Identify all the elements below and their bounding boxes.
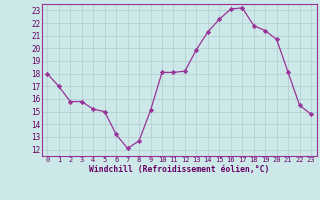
X-axis label: Windchill (Refroidissement éolien,°C): Windchill (Refroidissement éolien,°C) xyxy=(89,165,269,174)
